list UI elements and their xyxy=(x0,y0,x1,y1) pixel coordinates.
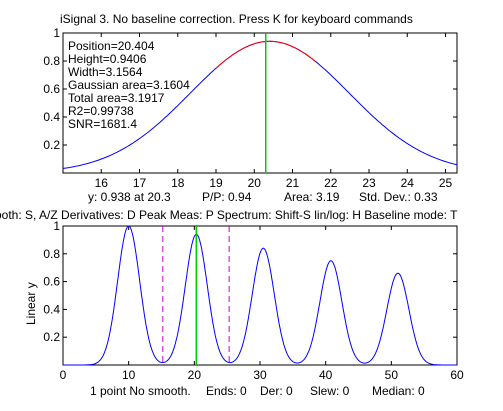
top-footer-pp: P/P: 0.94 xyxy=(202,190,252,204)
top-ytick-label: 1 xyxy=(53,26,60,40)
bottom-footer-slew: Slew: 0 xyxy=(310,384,350,398)
bottom-xtick-label: 20 xyxy=(188,368,202,382)
bottom-xtick-label: 30 xyxy=(253,368,267,382)
hint-bar: Smooth: S, A/Z Derivatives: D Peak Meas:… xyxy=(0,208,458,222)
bottom-footer-median: Median: 0 xyxy=(372,384,425,398)
top-xtick-label: 22 xyxy=(324,176,338,190)
top-xtick-label: 23 xyxy=(362,176,376,190)
top-footer-y: y: 0.938 at 20.3 xyxy=(88,190,171,204)
hint-bar-clip: Smooth: S, A/Z Derivatives: D Peak Meas:… xyxy=(0,206,503,222)
bottom-footer-ends: Ends: 0 xyxy=(206,384,247,398)
top-xtick-label: 19 xyxy=(209,176,223,190)
top-xtick-label: 20 xyxy=(248,176,262,190)
top-ytick-label: 0.6 xyxy=(43,82,60,96)
bottom-footer-smooth: 1 point No smooth. xyxy=(90,384,191,398)
stat-gaussian-area: Gaussian area=3.1604 xyxy=(68,78,190,92)
top-ytick-label: 0.2 xyxy=(43,138,60,152)
bottom-ytick-label: 0.2 xyxy=(43,330,60,344)
top-xtick-label: 16 xyxy=(95,176,109,190)
stat-position: Position=20.404 xyxy=(68,39,155,53)
window-title: iSignal 3. No baseline correction. Press… xyxy=(60,12,413,26)
bottom-ytick-label: 1 xyxy=(53,219,60,233)
top-xtick-label: 21 xyxy=(286,176,300,190)
stat-r2: R2=0.99738 xyxy=(68,104,134,118)
bottom-footer-der: Der: 0 xyxy=(260,384,293,398)
stat-width: Width=3.1564 xyxy=(68,65,143,79)
stat-total-area: Total area=3.1917 xyxy=(68,91,165,105)
bottom-ytick-label: 0.6 xyxy=(43,275,60,289)
stat-snr: SNR=1681.4 xyxy=(68,117,138,131)
bottom-signal-line xyxy=(63,225,457,366)
top-footer-area: Area: 3.19 xyxy=(284,190,340,204)
bottom-xtick-label: 50 xyxy=(385,368,399,382)
top-ytick-label: 0.4 xyxy=(43,110,60,124)
top-xtick-label: 17 xyxy=(133,176,147,190)
top-xtick-label: 25 xyxy=(439,176,453,190)
top-axes-box xyxy=(62,32,458,174)
bottom-xtick-label: 40 xyxy=(319,368,333,382)
top-footer-std: Std. Dev.: 0.33 xyxy=(359,190,438,204)
top-xtick-label: 24 xyxy=(401,176,415,190)
stat-height: Height=0.9406 xyxy=(68,52,147,66)
bottom-ytick-label: 0.8 xyxy=(43,247,60,261)
bottom-xtick-label: 60 xyxy=(450,368,464,382)
bottom-ylabel: Linear y xyxy=(24,282,38,325)
top-ytick-label: 0.8 xyxy=(43,54,60,68)
top-xtick-label: 18 xyxy=(171,176,185,190)
bottom-xtick-label: 0 xyxy=(60,368,67,382)
bottom-xtick-label: 10 xyxy=(122,368,136,382)
peak-stats: Position=20.404 Height=0.9406 Width=3.15… xyxy=(68,40,190,131)
bottom-ytick-label: 0.4 xyxy=(43,302,60,316)
